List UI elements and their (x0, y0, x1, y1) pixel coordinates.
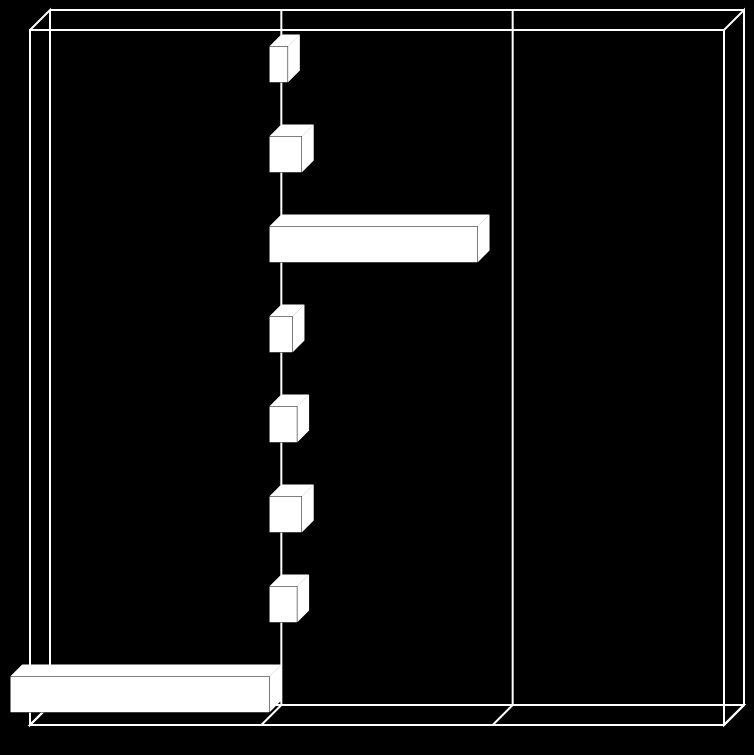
bar-6 (269, 575, 309, 623)
bar-4 (269, 395, 309, 443)
bar-5 (269, 485, 313, 533)
bar-3 (269, 305, 304, 353)
bar-2 (269, 215, 489, 263)
bar-1 (269, 125, 313, 173)
bar-chart-3d (0, 0, 754, 755)
bar-7 (10, 665, 281, 713)
